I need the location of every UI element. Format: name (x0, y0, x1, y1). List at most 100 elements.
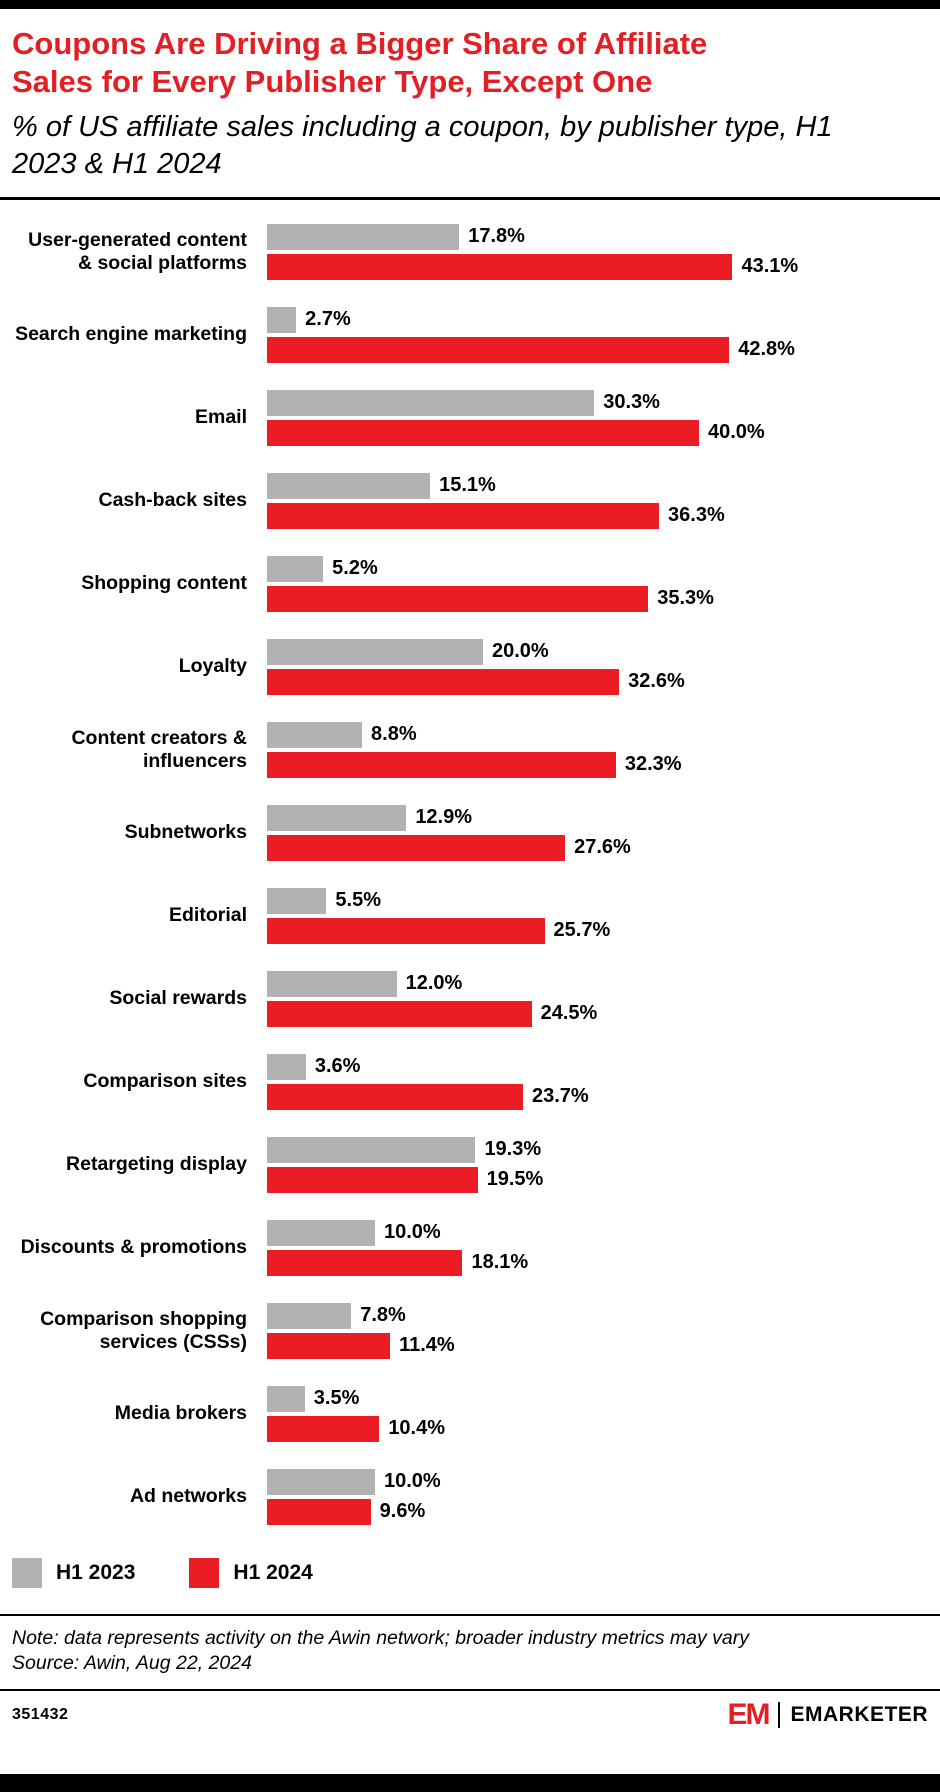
bar-line: 19.3% (267, 1136, 928, 1163)
bar-value: 36.3% (668, 504, 725, 527)
bar-value: 35.3% (657, 587, 714, 610)
chart-row: User-generated content & social platform… (12, 223, 928, 280)
bar-group: 20.0% 32.6% (267, 638, 928, 695)
category-label: Social rewards (109, 987, 247, 1010)
bar-group: 3.6% 23.7% (267, 1053, 928, 1110)
chart-row: Ad networks 10.0% 9.6% (12, 1468, 928, 1525)
bar-value: 42.8% (738, 338, 795, 361)
category-label: User-generated content & social platform… (28, 228, 247, 274)
chart-row: Media brokers 3.5% 10.4% (12, 1385, 928, 1442)
bar-h1-2024 (267, 419, 699, 446)
bar-h1-2024 (267, 751, 616, 778)
category-label: Retargeting display (66, 1153, 247, 1176)
bar-line: 32.3% (267, 751, 928, 778)
bar-value: 17.8% (468, 225, 525, 248)
bar-h1-2023 (267, 472, 431, 499)
category-label: Content creators & influencers (71, 726, 247, 772)
bar-line: 18.1% (267, 1249, 928, 1276)
bar-line: 10.0% (267, 1468, 928, 1495)
category-label: Shopping content (81, 572, 247, 595)
bar-h1-2024 (267, 502, 660, 529)
bar-line: 3.6% (267, 1053, 928, 1080)
category-label: Comparison sites (83, 1070, 247, 1093)
category-label: Discounts & promotions (20, 1236, 247, 1259)
chart-row: Email 30.3% 40.0% (12, 389, 928, 446)
bar-group: 30.3% 40.0% (267, 389, 928, 446)
bar-value: 25.7% (553, 919, 611, 942)
footer: 351432 EM EMARKETER (0, 1688, 940, 1740)
legend-label-h1-2023: H1 2023 (56, 1560, 136, 1584)
top-black-bar (0, 0, 940, 9)
bar-value: 40.0% (708, 421, 765, 444)
bar-group: 5.2% 35.3% (267, 555, 928, 612)
bar-value: 10.0% (384, 1470, 441, 1493)
note-section: Note: data represents activity on the Aw… (0, 1613, 940, 1689)
emarketer-logo-icon: EM (727, 1697, 770, 1731)
chart-header: Coupons Are Driving a Bigger Share of Af… (0, 9, 940, 200)
bar-line: 11.4% (267, 1332, 928, 1359)
bar-value: 23.7% (531, 1085, 589, 1108)
bar-group: 17.8% 43.1% (267, 223, 928, 280)
bar-group: 3.5% 10.4% (267, 1385, 928, 1442)
bar-value: 32.6% (628, 670, 685, 693)
bar-line: 15.1% (267, 472, 928, 499)
bar-line: 25.7% (267, 917, 928, 944)
bar-h1-2024 (267, 668, 620, 695)
bar-h1-2023 (267, 804, 407, 831)
bar-h1-2023 (267, 306, 297, 333)
bar-h1-2023 (267, 1302, 352, 1329)
bar-h1-2023 (267, 638, 483, 665)
bar-value: 12.0% (405, 972, 463, 995)
category-label: Media brokers (114, 1402, 247, 1425)
chart-row: Loyalty 20.0% 32.6% (12, 638, 928, 695)
bar-line: 23.7% (267, 1083, 928, 1110)
bar-h1-2024 (267, 1415, 380, 1442)
bar-group: 10.0% 9.6% (267, 1468, 928, 1525)
chart-row: Discounts & promotions 10.0% 18.1% (12, 1219, 928, 1276)
bar-line: 42.8% (267, 336, 928, 363)
bar-line: 3.5% (267, 1385, 928, 1412)
bar-h1-2023 (267, 721, 363, 748)
bar-line: 30.3% (267, 389, 928, 416)
bar-line: 43.1% (267, 253, 928, 280)
bar-value: 10.0% (384, 1221, 441, 1244)
chart-subtitle: % of US affiliate sales including a coup… (12, 110, 833, 180)
bar-value: 11.4% (399, 1334, 455, 1357)
bar-line: 32.6% (267, 668, 928, 695)
bar-line: 40.0% (267, 419, 928, 446)
bar-group: 12.0% 24.5% (267, 970, 928, 1027)
chart-row: Social rewards 12.0% 24.5% (12, 970, 928, 1027)
legend-label-h1-2024: H1 2024 (233, 1560, 313, 1584)
bar-value: 43.1% (741, 255, 799, 278)
bar-h1-2024 (267, 1000, 532, 1027)
bar-h1-2023 (267, 970, 397, 997)
bar-value: 19.5% (486, 1168, 544, 1191)
brand-logo: EM EMARKETER (727, 1697, 928, 1731)
bar-line: 7.8% (267, 1302, 928, 1329)
category-label: Cash-back sites (98, 489, 248, 512)
bar-line: 8.8% (267, 721, 928, 748)
bar-line: 10.4% (267, 1415, 928, 1442)
chart-row: Cash-back sites 15.1% 36.3% (12, 472, 928, 529)
bar-h1-2024 (267, 917, 545, 944)
bar-h1-2024 (267, 1332, 391, 1359)
brand-name: EMARKETER (790, 1702, 928, 1726)
bar-line: 9.6% (267, 1498, 928, 1525)
bar-h1-2024 (267, 1249, 463, 1276)
category-label: Ad networks (129, 1485, 247, 1508)
bar-line: 24.5% (267, 1000, 928, 1027)
bar-group: 5.5% 25.7% (267, 887, 928, 944)
bar-line: 12.9% (267, 804, 928, 831)
category-label: Comparison shopping services (CSSs) (40, 1307, 247, 1353)
bar-value: 12.9% (415, 806, 473, 829)
bar-h1-2024 (267, 253, 733, 280)
legend: H1 2023 H1 2024 (0, 1552, 940, 1614)
chart-row: Retargeting display 19.3% 19.5% (12, 1136, 928, 1193)
bar-line: 27.6% (267, 834, 928, 861)
chart-row: Search engine marketing 2.7% 42.8% (12, 306, 928, 363)
bar-value: 27.6% (574, 836, 631, 859)
bar-group: 12.9% 27.6% (267, 804, 928, 861)
bar-h1-2023 (267, 1053, 306, 1080)
bar-value: 10.4% (388, 1417, 446, 1440)
category-label: Subnetworks (124, 821, 247, 844)
